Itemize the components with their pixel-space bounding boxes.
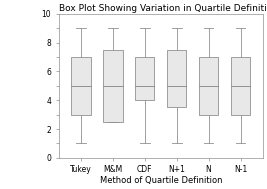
Bar — [135, 57, 154, 100]
Text: Box Plot Showing Variation in Quartile Definitions (N=9): Box Plot Showing Variation in Quartile D… — [59, 4, 267, 13]
Bar — [167, 50, 186, 108]
Bar — [231, 57, 250, 115]
X-axis label: Method of Quartile Definition: Method of Quartile Definition — [100, 176, 222, 185]
Bar — [199, 57, 218, 115]
Bar — [103, 50, 123, 122]
Bar — [72, 57, 91, 115]
